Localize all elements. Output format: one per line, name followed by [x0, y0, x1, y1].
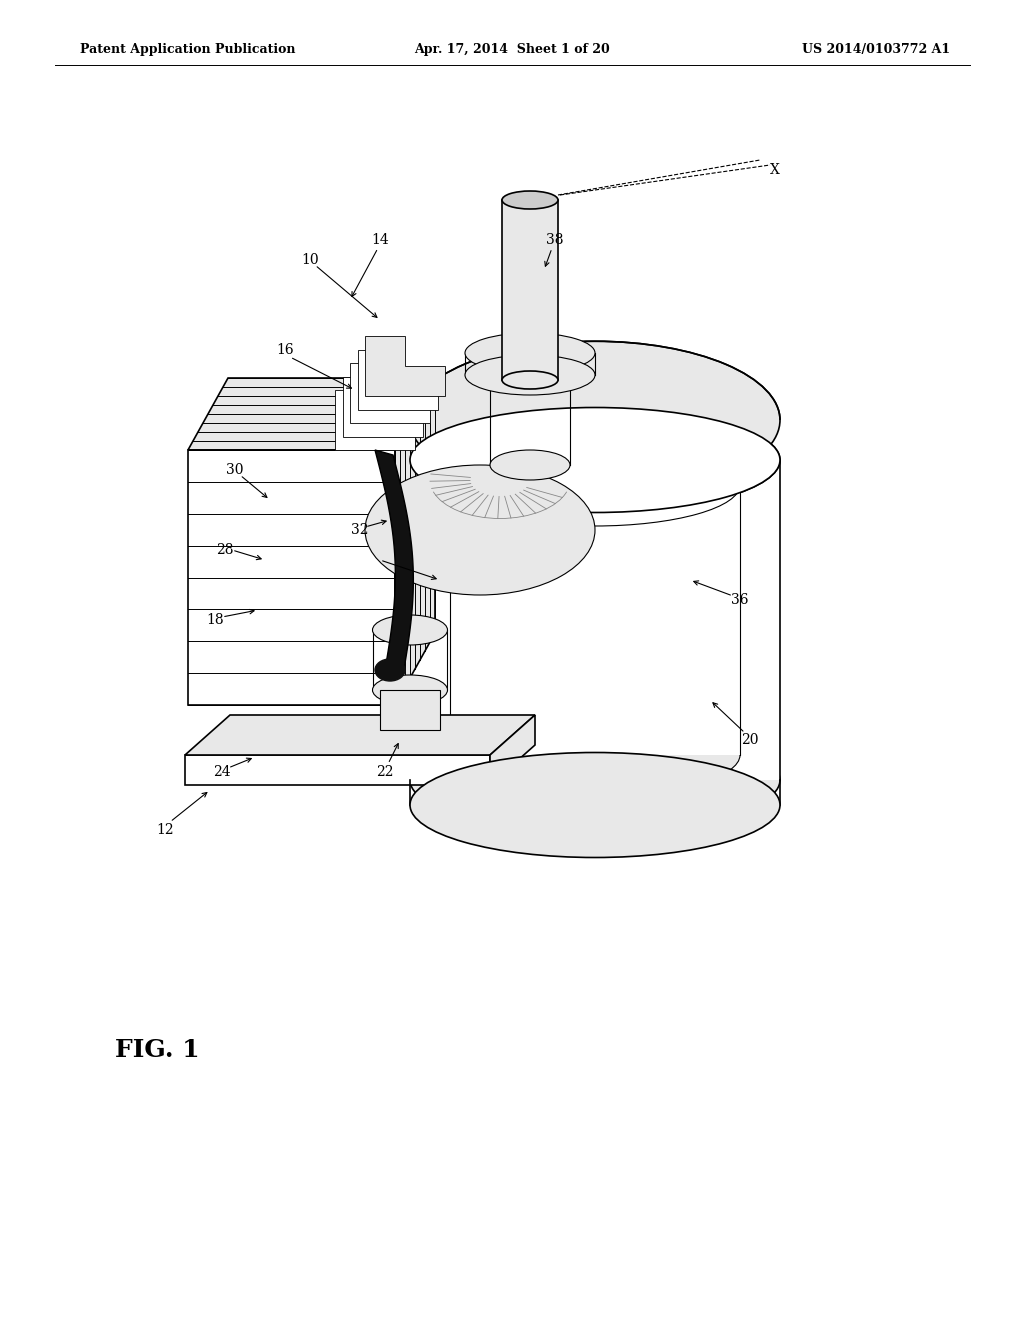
- Polygon shape: [335, 389, 415, 450]
- Ellipse shape: [465, 355, 595, 395]
- Ellipse shape: [410, 408, 780, 512]
- Text: 36: 36: [731, 593, 749, 607]
- Ellipse shape: [375, 659, 406, 681]
- Ellipse shape: [502, 371, 558, 389]
- Polygon shape: [490, 715, 535, 785]
- Ellipse shape: [410, 752, 780, 858]
- Polygon shape: [450, 484, 740, 755]
- Text: 16: 16: [276, 343, 294, 356]
- Polygon shape: [185, 715, 535, 755]
- Text: 10: 10: [301, 253, 318, 267]
- Text: US 2014/0103772 A1: US 2014/0103772 A1: [802, 44, 950, 57]
- Polygon shape: [357, 350, 437, 409]
- Text: Apr. 17, 2014  Sheet 1 of 20: Apr. 17, 2014 Sheet 1 of 20: [414, 44, 610, 57]
- Ellipse shape: [410, 342, 780, 499]
- Polygon shape: [502, 201, 558, 380]
- Ellipse shape: [373, 615, 447, 645]
- Ellipse shape: [450, 714, 740, 796]
- Text: 28: 28: [216, 543, 233, 557]
- Ellipse shape: [490, 450, 570, 480]
- Ellipse shape: [502, 191, 558, 209]
- Polygon shape: [375, 450, 414, 675]
- Ellipse shape: [373, 675, 447, 705]
- Text: 14: 14: [371, 234, 389, 247]
- Text: 38: 38: [546, 234, 564, 247]
- Text: 22: 22: [376, 766, 394, 779]
- Polygon shape: [188, 378, 435, 450]
- Text: 30: 30: [226, 463, 244, 477]
- Ellipse shape: [465, 333, 595, 374]
- Polygon shape: [395, 378, 435, 705]
- Polygon shape: [350, 363, 430, 422]
- Polygon shape: [185, 755, 490, 785]
- Ellipse shape: [450, 444, 740, 525]
- Text: 32: 32: [351, 523, 369, 537]
- Text: 18: 18: [206, 612, 224, 627]
- Ellipse shape: [410, 727, 780, 833]
- Text: 12: 12: [157, 822, 174, 837]
- Text: FIG. 1: FIG. 1: [115, 1038, 200, 1063]
- Text: X: X: [770, 162, 780, 177]
- Text: 20: 20: [741, 733, 759, 747]
- Polygon shape: [342, 376, 423, 437]
- Polygon shape: [188, 450, 395, 705]
- Ellipse shape: [410, 408, 780, 512]
- Polygon shape: [410, 459, 780, 780]
- Ellipse shape: [365, 465, 595, 595]
- Text: 24: 24: [213, 766, 230, 779]
- Ellipse shape: [490, 360, 570, 389]
- Polygon shape: [380, 690, 440, 730]
- Text: Patent Application Publication: Patent Application Publication: [80, 44, 296, 57]
- Polygon shape: [365, 337, 445, 396]
